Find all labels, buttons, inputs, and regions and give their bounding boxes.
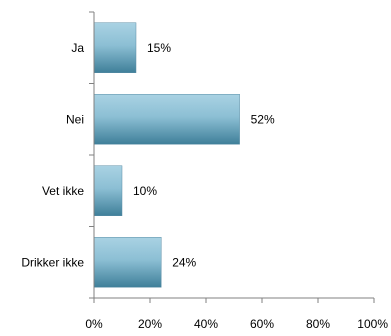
category-label: Vet ikke xyxy=(42,184,84,198)
bar-ja xyxy=(93,22,137,73)
data-label: 15% xyxy=(147,41,171,55)
category-label: Ja xyxy=(71,41,84,55)
data-label: 24% xyxy=(172,255,196,269)
data-label: 10% xyxy=(133,184,157,198)
category-label: Nei xyxy=(66,112,84,126)
x-tick-label: 40% xyxy=(194,317,218,331)
x-tick-label: 60% xyxy=(250,317,274,331)
data-label: 52% xyxy=(251,112,275,126)
axes xyxy=(89,11,375,303)
x-tick-label: 100% xyxy=(357,317,388,331)
bar-vet-ikke xyxy=(93,165,123,216)
category-label: Drikker ikke xyxy=(21,255,84,269)
x-tick-label: 20% xyxy=(138,317,162,331)
x-tick-label: 0% xyxy=(85,317,103,331)
bars-layer xyxy=(93,22,240,288)
x-tick-label: 80% xyxy=(306,317,330,331)
bar-nei xyxy=(93,94,240,145)
labels-layer: Ja 15% Nei 52% Vet ikke 10% Drikker ikke 24% 0% 2… xyxy=(21,41,388,331)
bar-drikker-ikke xyxy=(93,237,162,288)
